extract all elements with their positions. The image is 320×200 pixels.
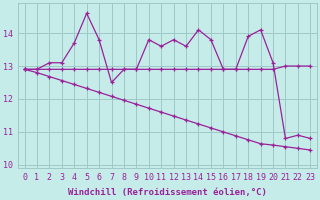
X-axis label: Windchill (Refroidissement éolien,°C): Windchill (Refroidissement éolien,°C): [68, 188, 267, 197]
